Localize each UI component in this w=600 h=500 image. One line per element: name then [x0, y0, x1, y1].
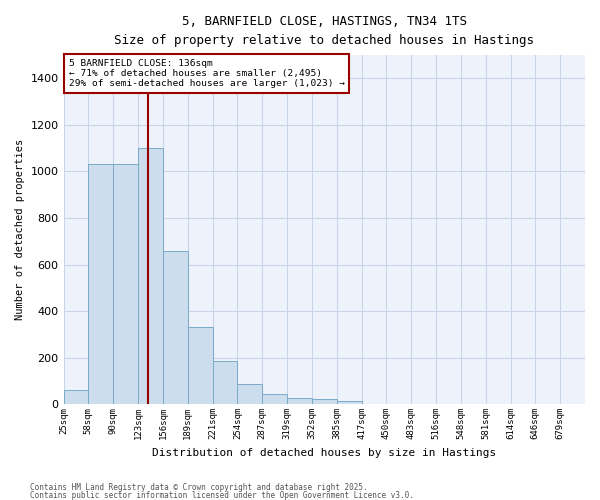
Text: Contains public sector information licensed under the Open Government Licence v3: Contains public sector information licen…: [30, 490, 414, 500]
Bar: [138, 148, 163, 404]
Bar: [238, 384, 262, 404]
Bar: [188, 328, 212, 404]
Bar: [312, 400, 337, 404]
Bar: [212, 361, 238, 404]
X-axis label: Distribution of detached houses by size in Hastings: Distribution of detached houses by size …: [152, 448, 496, 458]
Text: Contains HM Land Registry data © Crown copyright and database right 2025.: Contains HM Land Registry data © Crown c…: [30, 484, 368, 492]
Bar: [337, 402, 362, 404]
Bar: [88, 164, 113, 404]
Bar: [64, 390, 88, 404]
Bar: [163, 250, 188, 404]
Text: 5 BARNFIELD CLOSE: 136sqm
← 71% of detached houses are smaller (2,495)
29% of se: 5 BARNFIELD CLOSE: 136sqm ← 71% of detac…: [69, 58, 345, 88]
Y-axis label: Number of detached properties: Number of detached properties: [15, 139, 25, 320]
Bar: [113, 164, 138, 404]
Title: 5, BARNFIELD CLOSE, HASTINGS, TN34 1TS
Size of property relative to detached hou: 5, BARNFIELD CLOSE, HASTINGS, TN34 1TS S…: [114, 15, 534, 47]
Bar: [262, 394, 287, 404]
Bar: [287, 398, 312, 404]
